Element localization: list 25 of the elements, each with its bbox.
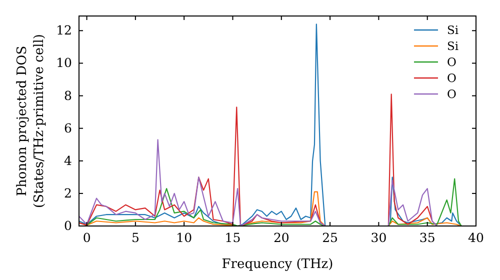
y-tick-label: 10 bbox=[56, 55, 72, 70]
legend-label: Si bbox=[447, 23, 459, 37]
x-tick-label: 0 bbox=[82, 230, 91, 245]
line-series bbox=[79, 139, 438, 226]
y-axis-title: Phonon projected DOS (States/THz·primitive cell) bbox=[15, 34, 47, 208]
legend-label: O bbox=[447, 55, 456, 69]
x-axis-title: Frequency (THz) bbox=[222, 257, 334, 272]
x-tick-label: 25 bbox=[322, 230, 338, 245]
line-series bbox=[79, 24, 462, 226]
legend-label: O bbox=[447, 87, 456, 101]
x-tick-label: 20 bbox=[273, 230, 290, 245]
y-tick-label: 6 bbox=[64, 120, 72, 136]
y-tick-label: 2 bbox=[64, 185, 72, 200]
x-tick-label: 40 bbox=[468, 230, 484, 245]
x-tick-label: 10 bbox=[176, 230, 192, 245]
legend-label: O bbox=[447, 71, 456, 85]
x-tick-label: 30 bbox=[370, 230, 387, 245]
y-tick-label: 8 bbox=[64, 88, 72, 103]
y-tick-label: 12 bbox=[56, 22, 72, 38]
y-tick-label: 4 bbox=[64, 152, 72, 168]
y-tick-label: 0 bbox=[64, 218, 72, 233]
x-tick-label: 35 bbox=[419, 230, 436, 245]
legend-label: Si bbox=[447, 39, 459, 53]
x-tick-label: 5 bbox=[131, 230, 140, 245]
x-tick-label: 15 bbox=[224, 230, 241, 245]
